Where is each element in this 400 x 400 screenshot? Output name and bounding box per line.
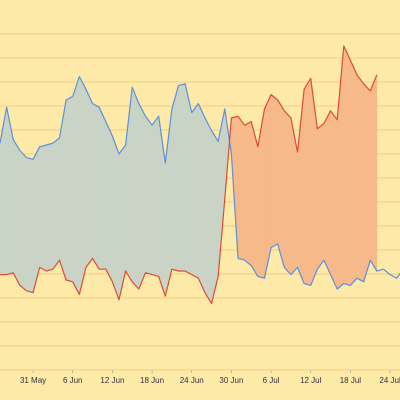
area-band-blue — [79, 76, 87, 295]
area-band-red — [303, 77, 312, 286]
red-series-line — [0, 45, 378, 304]
area-band-blue — [12, 138, 21, 286]
area-band-blue — [0, 107, 7, 275]
area-band-blue — [45, 142, 54, 272]
area-band-blue — [72, 76, 80, 295]
series-lines — [0, 45, 400, 304]
area-band-red — [237, 115, 245, 261]
area-band-blue — [92, 103, 100, 271]
area-band-red — [310, 78, 318, 286]
area-band-blue — [19, 149, 27, 292]
area-band-red — [343, 45, 351, 286]
x-tick-label: 6 Jun — [63, 376, 83, 385]
area-band-blue — [52, 137, 60, 271]
area-band-blue — [59, 99, 67, 281]
area-band-blue — [65, 95, 74, 283]
area-band-red — [330, 109, 338, 290]
area-band-blue — [112, 135, 120, 300]
area-band-blue — [39, 144, 47, 272]
area-band-red — [369, 74, 378, 273]
area-band-red — [270, 93, 278, 249]
area-band-blue — [171, 85, 179, 272]
area-band-red — [257, 108, 265, 279]
x-tick-label: 30 Jun — [219, 376, 243, 385]
x-tick-label: 12 Jul — [300, 376, 322, 385]
area-band-red — [277, 98, 285, 268]
area-band-red — [350, 60, 358, 287]
x-tick-label: 24 Jun — [180, 376, 204, 385]
area-band-blue — [145, 115, 153, 275]
area-band-red — [244, 121, 252, 267]
area-fills — [0, 45, 378, 305]
area-band-blue — [178, 83, 186, 272]
area-band-red — [317, 122, 325, 271]
blue-series-line — [0, 75, 400, 290]
area-band-red — [283, 110, 292, 276]
area-band-blue — [184, 83, 193, 276]
area-band-blue — [131, 87, 140, 290]
area-band-blue — [105, 121, 113, 282]
area-band-blue — [26, 157, 34, 293]
area-band-red — [323, 110, 331, 275]
area-band-blue — [204, 117, 212, 305]
area-band-blue — [151, 115, 159, 277]
x-axis-ticks: 31 May 6 Jun 12 Jun 18 Jun 24 Jun 30 Jun 6 Jul… — [20, 370, 400, 385]
area-band-red — [363, 83, 371, 282]
x-tick-label: 18 Jun — [140, 376, 164, 385]
area-band-blue — [85, 89, 93, 269]
x-tick-label: 31 May — [20, 376, 46, 385]
area-band-blue — [211, 129, 219, 304]
area-band-blue — [191, 102, 199, 279]
x-tick-label: 18 Jul — [340, 376, 362, 385]
area-band-blue — [98, 107, 107, 270]
area-band-red — [290, 117, 298, 276]
area-band-blue — [198, 103, 206, 293]
x-tick-label: 6 Jul — [263, 376, 280, 385]
area-band-red — [356, 73, 364, 283]
area-band-blue — [138, 103, 146, 290]
x-tick-label: 12 Jun — [100, 376, 124, 385]
x-tick-label: 24 Jul — [379, 376, 400, 385]
